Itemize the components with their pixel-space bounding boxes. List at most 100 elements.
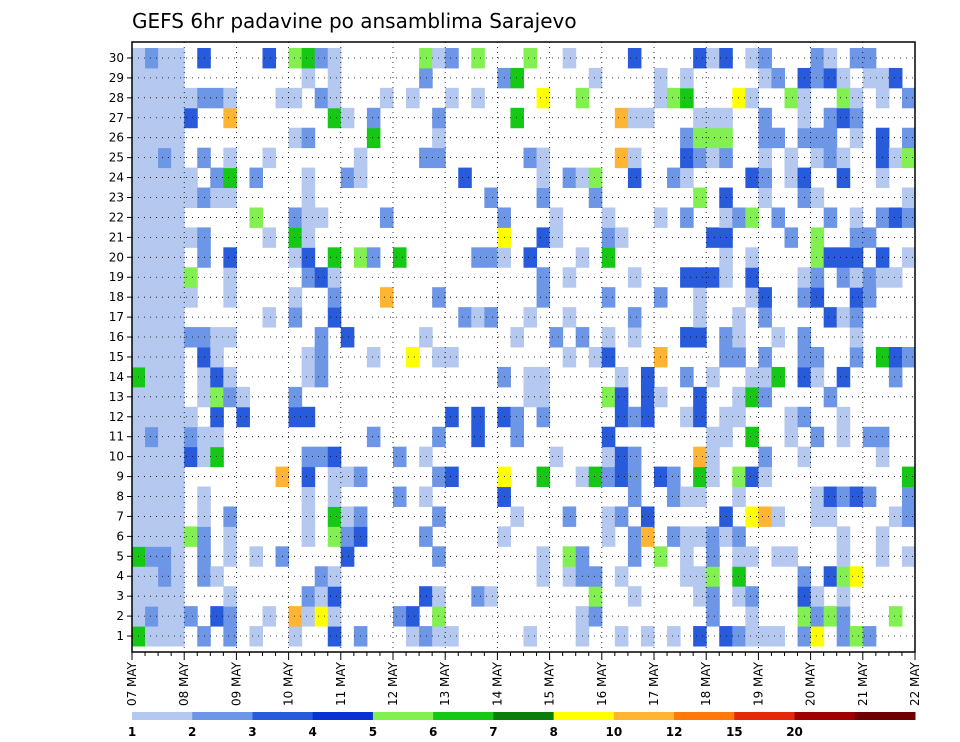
heatmap-cell — [314, 347, 329, 368]
heatmap-cell — [301, 606, 316, 627]
heatmap-cell — [693, 526, 707, 547]
heatmap-cell — [901, 486, 916, 507]
legend-label: 7 — [489, 725, 497, 739]
heatmap-cell — [680, 406, 694, 428]
heatmap-cell — [262, 147, 277, 169]
heatmap-cell — [588, 347, 603, 368]
heatmap-cell — [784, 87, 799, 109]
heatmap-cell — [640, 107, 655, 129]
heatmap-cell — [523, 48, 538, 69]
y-tick-label: 27 — [109, 111, 124, 125]
heatmap-cell — [601, 327, 616, 348]
heatmap-cell — [810, 586, 825, 607]
heatmap-cell — [510, 506, 524, 527]
heatmap-cell — [249, 167, 263, 189]
heatmap-cell — [627, 466, 642, 488]
heatmap-cell — [562, 167, 577, 189]
heatmap-cell — [158, 227, 172, 248]
heatmap-cell — [888, 207, 903, 228]
legend-label: 3 — [248, 725, 256, 739]
heatmap-cell — [171, 566, 185, 587]
heatmap-cell — [184, 167, 198, 189]
heatmap-cell — [510, 327, 524, 348]
heatmap-cell — [145, 247, 159, 268]
heatmap-cell — [262, 227, 277, 248]
heatmap-cell — [523, 307, 538, 328]
heatmap-cell — [262, 606, 277, 627]
legend-swatch — [252, 712, 314, 720]
heatmap-cell — [366, 347, 381, 368]
heatmap-cell — [158, 307, 172, 328]
heatmap-cell — [810, 187, 825, 208]
heatmap-cell — [471, 87, 485, 109]
heatmap-cell — [745, 366, 759, 388]
x-date-label: 09 MAY — [229, 661, 243, 706]
heatmap-cell — [849, 207, 864, 228]
heatmap-cell — [145, 466, 159, 488]
heatmap-cell — [745, 247, 759, 268]
heatmap-cell — [301, 366, 316, 388]
y-tick-label: 6 — [116, 529, 124, 543]
heatmap-cell — [301, 267, 316, 288]
heatmap-cell — [693, 466, 707, 488]
heatmap-cell — [732, 546, 746, 567]
heatmap-cell — [680, 526, 694, 547]
heatmap-cell — [314, 48, 329, 69]
heatmap-cell — [171, 347, 185, 368]
heatmap-cell — [680, 486, 694, 507]
heatmap-cell — [158, 107, 172, 129]
legend-label: 12 — [666, 725, 683, 739]
heatmap-cell — [236, 406, 250, 428]
heatmap-cell — [171, 327, 185, 348]
heatmap-cell — [601, 247, 616, 268]
heatmap-cell — [758, 127, 772, 149]
heatmap-cell — [640, 626, 655, 647]
x-date-label: 22 MAY — [908, 661, 922, 706]
heatmap-cell — [210, 327, 224, 348]
heatmap-cell — [627, 48, 642, 69]
heatmap-cell — [223, 167, 237, 189]
heatmap-cell — [223, 586, 237, 607]
heatmap-cell — [327, 466, 342, 488]
legend-swatch — [433, 712, 494, 720]
heatmap-cell — [171, 207, 185, 228]
heatmap-cell — [549, 446, 564, 468]
heatmap-cell — [314, 566, 329, 587]
heatmap-cell — [536, 366, 551, 388]
heatmap-cell — [171, 366, 185, 388]
heatmap-cell — [901, 207, 916, 228]
heatmap-cell — [849, 107, 864, 129]
heatmap-cell — [836, 167, 851, 189]
x-date-label: 17 MAY — [647, 661, 661, 706]
heatmap-cell — [158, 247, 172, 268]
legend-label: 4 — [309, 725, 317, 739]
heatmap-cell — [419, 626, 433, 647]
heatmap-cell — [171, 466, 185, 488]
heatmap-cell — [406, 626, 420, 647]
heatmap-cell — [171, 187, 185, 208]
heatmap-cell — [706, 446, 720, 468]
y-tick-label: 12 — [109, 410, 124, 424]
heatmap-cell — [901, 466, 916, 488]
heatmap-cell — [145, 626, 159, 647]
heatmap-cell — [184, 526, 198, 547]
heatmap-cell — [810, 67, 825, 89]
heatmap-cell — [601, 526, 616, 547]
heatmap-cell — [393, 606, 407, 627]
heatmap-cell — [706, 267, 720, 288]
heatmap-cell — [667, 167, 681, 189]
heatmap-cell — [888, 267, 903, 288]
heatmap-cell — [210, 406, 224, 428]
heatmap-cell — [732, 207, 746, 228]
heatmap-cell — [862, 67, 877, 89]
y-tick-label: 15 — [109, 350, 124, 364]
heatmap-cell — [601, 466, 616, 488]
heatmap-cell — [145, 227, 159, 248]
heatmap-cell — [627, 486, 642, 507]
heatmap-cell — [627, 307, 642, 328]
heatmap-cell — [823, 127, 838, 149]
heatmap-cell — [171, 267, 185, 288]
heatmap-cell — [614, 466, 629, 488]
heatmap-cell — [471, 48, 485, 69]
y-tick-label: 21 — [109, 230, 124, 244]
